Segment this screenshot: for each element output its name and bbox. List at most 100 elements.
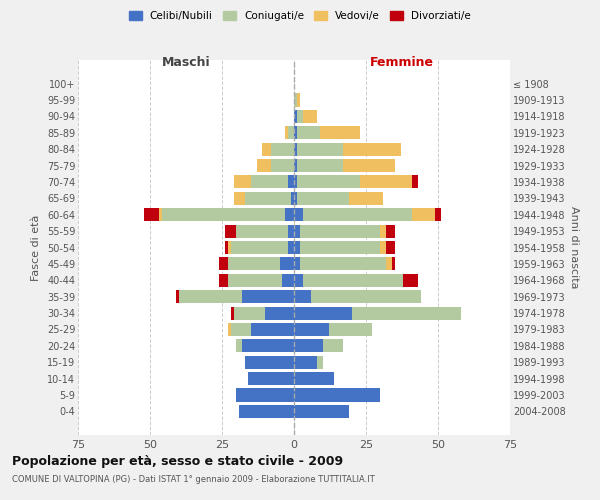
Bar (302, 110, 317, 123)
Bar (233, 192, 245, 205)
Bar (286, 208, 294, 222)
Bar (294, 208, 302, 222)
Bar (236, 340, 242, 352)
Bar (294, 241, 300, 254)
Bar (242, 290, 294, 303)
Bar (158, 208, 161, 222)
Bar (280, 258, 294, 270)
Bar (297, 126, 320, 140)
Bar (343, 142, 401, 156)
Bar (245, 356, 294, 369)
Bar (294, 94, 297, 106)
Bar (294, 323, 329, 336)
Bar (230, 241, 288, 254)
Bar (294, 340, 323, 352)
Bar (294, 142, 297, 156)
Bar (294, 258, 300, 270)
Text: Popolazione per età, sesso e stato civile - 2009: Popolazione per età, sesso e stato civil… (12, 455, 343, 468)
Text: COMUNE DI VALTOPINA (PG) - Dati ISTAT 1° gennaio 2009 - Elaborazione TUTTITALIA.: COMUNE DI VALTOPINA (PG) - Dati ISTAT 1°… (12, 475, 375, 484)
Bar (230, 323, 251, 336)
Bar (236, 388, 294, 402)
Bar (300, 241, 380, 254)
Bar (251, 323, 294, 336)
Bar (228, 323, 230, 336)
Bar (343, 159, 395, 172)
Bar (297, 142, 343, 156)
Bar (297, 176, 360, 188)
Bar (179, 290, 242, 303)
Bar (294, 110, 297, 123)
Bar (245, 192, 291, 205)
Bar (294, 290, 311, 303)
Bar (403, 274, 418, 287)
Bar (297, 94, 300, 106)
Bar (236, 224, 288, 237)
Bar (288, 241, 294, 254)
Bar (288, 224, 294, 237)
Bar (271, 142, 294, 156)
Bar (392, 258, 395, 270)
Bar (435, 208, 441, 222)
Bar (225, 224, 236, 237)
Bar (242, 340, 294, 352)
Bar (219, 274, 228, 287)
Bar (297, 110, 302, 123)
Text: Maschi: Maschi (161, 56, 211, 69)
Bar (288, 176, 294, 188)
Bar (283, 274, 294, 287)
Bar (386, 258, 392, 270)
Bar (302, 208, 412, 222)
Bar (176, 290, 179, 303)
Bar (248, 372, 294, 385)
Y-axis label: Anni di nascita: Anni di nascita (569, 206, 580, 289)
Bar (300, 224, 380, 237)
Bar (233, 176, 251, 188)
Bar (302, 274, 403, 287)
Bar (294, 372, 334, 385)
Bar (294, 405, 349, 418)
Bar (386, 224, 395, 237)
Bar (380, 224, 386, 237)
Bar (230, 306, 233, 320)
Bar (297, 159, 343, 172)
Bar (239, 405, 294, 418)
Legend: Celibi/Nubili, Coniugati/e, Vedovi/e, Divorziati/e: Celibi/Nubili, Coniugati/e, Vedovi/e, Di… (126, 8, 474, 24)
Bar (228, 258, 280, 270)
Bar (329, 323, 372, 336)
Bar (386, 241, 395, 254)
Bar (219, 258, 228, 270)
Bar (286, 126, 288, 140)
Bar (291, 192, 294, 205)
Bar (297, 192, 349, 205)
Bar (360, 176, 412, 188)
Bar (349, 192, 383, 205)
Bar (228, 241, 230, 254)
Bar (294, 306, 352, 320)
Bar (294, 388, 380, 402)
Bar (271, 159, 294, 172)
Bar (294, 192, 297, 205)
Text: Femmine: Femmine (370, 56, 434, 69)
Bar (323, 340, 343, 352)
Bar (352, 306, 461, 320)
Bar (311, 290, 421, 303)
Bar (262, 142, 271, 156)
Bar (317, 356, 323, 369)
Bar (412, 176, 418, 188)
Bar (251, 176, 288, 188)
Bar (294, 126, 297, 140)
Bar (161, 208, 286, 222)
Bar (320, 126, 360, 140)
Bar (294, 356, 317, 369)
Bar (265, 306, 294, 320)
Bar (294, 274, 302, 287)
Bar (257, 159, 271, 172)
Bar (225, 241, 228, 254)
Bar (294, 224, 300, 237)
Bar (294, 159, 297, 172)
Bar (294, 176, 297, 188)
Bar (412, 208, 435, 222)
Bar (144, 208, 158, 222)
Bar (300, 258, 386, 270)
Bar (380, 241, 386, 254)
